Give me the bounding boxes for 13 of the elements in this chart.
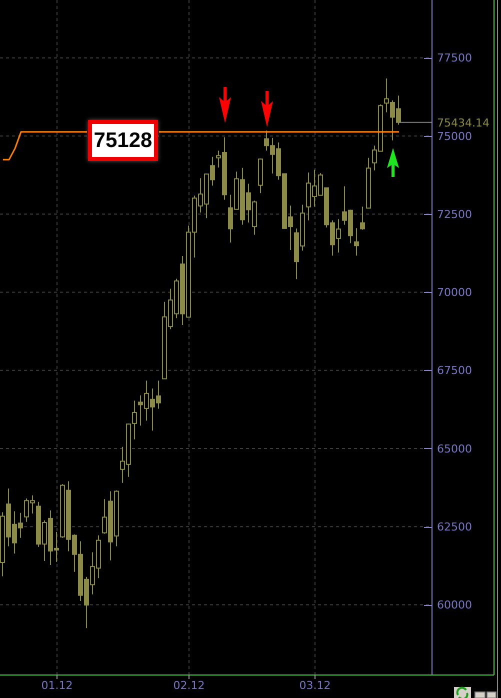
x-tick-label: 03.12: [299, 678, 331, 692]
x-tick-label: 02.12: [173, 678, 205, 692]
y-tick-label: 75000: [437, 130, 472, 143]
ref-line-label: 75434.14: [437, 116, 490, 130]
y-tick-label: 77500: [437, 52, 472, 65]
y-tick-label: 65000: [437, 442, 472, 456]
x-tick-label: 01.12: [41, 678, 73, 692]
annotation: 75128: [88, 120, 158, 161]
y-tick-label: 70000: [437, 286, 472, 300]
y-tick-label: 60000: [437, 598, 472, 612]
y-tick-label: 62500: [437, 520, 472, 534]
y-tick-label: 72500: [437, 208, 472, 221]
y-tick-label: 67500: [437, 364, 472, 378]
